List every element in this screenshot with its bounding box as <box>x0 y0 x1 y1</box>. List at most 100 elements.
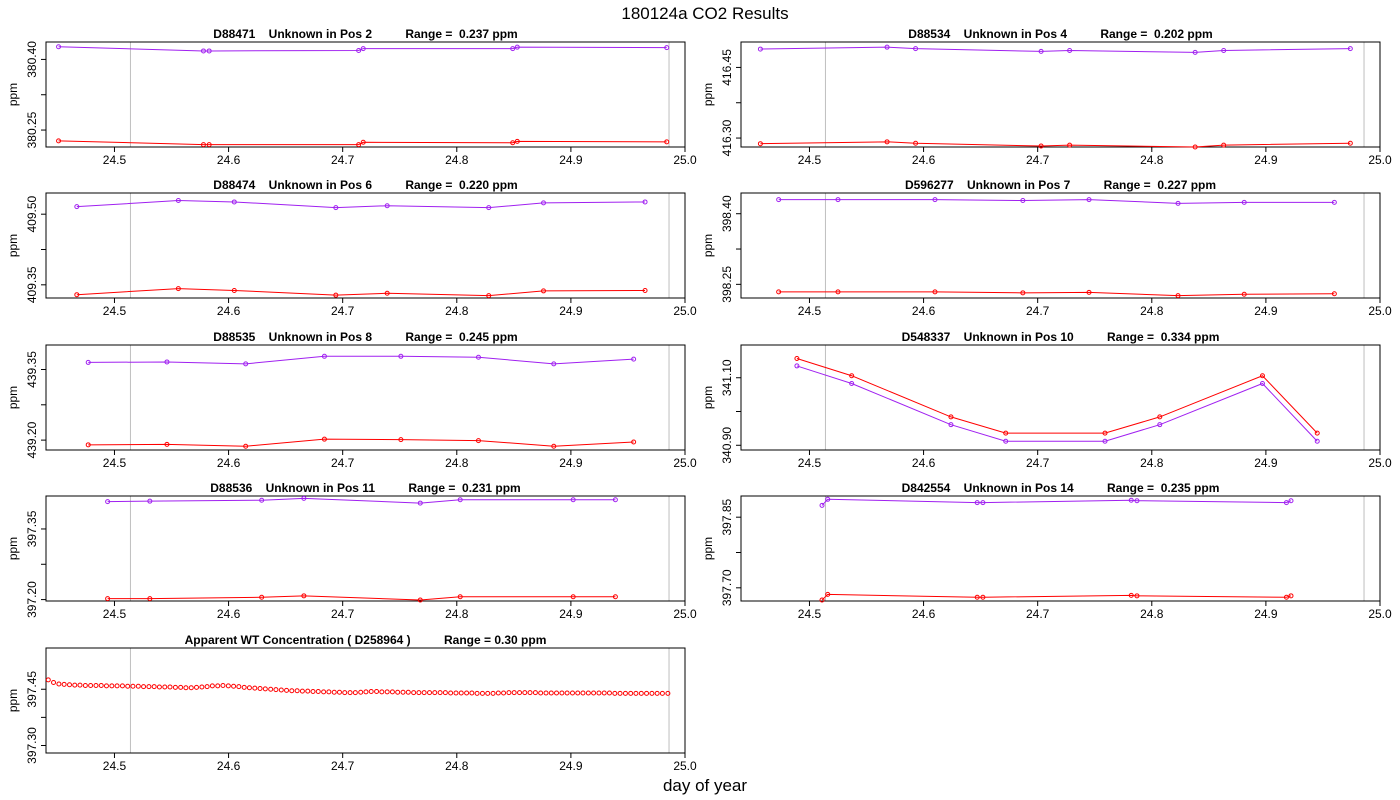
series-line-upper <box>778 199 1335 204</box>
series-line-upper <box>107 497 616 504</box>
y-tick-label: 380.40 <box>25 41 39 78</box>
data-point <box>1020 198 1026 204</box>
data-point <box>299 688 305 694</box>
data-point <box>559 690 565 696</box>
data-point <box>151 684 157 690</box>
x-tick-label: 24.9 <box>559 153 583 167</box>
data-point <box>490 690 496 696</box>
data-point <box>649 690 655 696</box>
data-point <box>1157 414 1163 420</box>
data-point <box>167 684 173 690</box>
data-point <box>835 289 841 295</box>
y-tick-label: 398.25 <box>720 266 734 303</box>
series-line-upper <box>76 200 646 209</box>
data-point <box>474 690 480 696</box>
x-tick-label: 24.9 <box>1254 304 1278 318</box>
x-tick-label: 24.7 <box>1026 456 1050 470</box>
data-point <box>486 205 492 211</box>
data-point <box>932 197 938 203</box>
data-point <box>395 689 401 695</box>
y-tick-label: 397.85 <box>720 499 734 536</box>
data-point <box>606 690 612 696</box>
y-tick-label: 397.70 <box>720 569 734 606</box>
x-tick-label: 24.7 <box>331 456 355 470</box>
x-tick-label: 24.8 <box>1140 607 1164 621</box>
data-point <box>246 685 252 691</box>
data-point <box>175 286 181 292</box>
panel-4: 24.5 24.6 24.7 24.8 24.9 25.0 398.25 398.40 ppm D… <box>701 178 1392 318</box>
data-point <box>72 682 78 688</box>
x-tick-label: 24.8 <box>1140 153 1164 167</box>
data-point <box>794 363 800 369</box>
data-point <box>56 681 62 687</box>
data-point <box>665 690 671 696</box>
x-tick-label: 24.8 <box>445 607 469 621</box>
data-point <box>135 683 141 689</box>
data-point <box>321 689 327 695</box>
data-point <box>884 44 890 50</box>
panel-6: 24.5 24.6 24.7 24.8 24.9 25.0 340.90 341.10 ppm D… <box>701 330 1392 470</box>
data-point <box>601 690 607 696</box>
data-point <box>1192 144 1198 150</box>
data-point <box>591 690 597 696</box>
data-point <box>1221 142 1227 148</box>
data-point <box>416 690 422 696</box>
data-point <box>51 680 57 685</box>
data-point <box>368 689 374 694</box>
series-line-upper <box>821 498 1292 506</box>
x-tick-label: 25.0 <box>1368 607 1392 621</box>
data-point <box>301 495 307 501</box>
data-point <box>384 290 390 296</box>
data-point <box>164 359 170 365</box>
panel-title: D88474 Unknown in Pos 6 Range = 0.220 pp… <box>213 178 517 192</box>
data-point <box>527 690 533 696</box>
data-point <box>259 497 265 503</box>
data-point <box>631 356 637 362</box>
data-point <box>514 44 520 50</box>
data-point <box>1347 46 1353 52</box>
data-point <box>352 690 358 696</box>
data-point <box>475 438 481 444</box>
y-axis-label: ppm <box>6 537 20 560</box>
data-point <box>257 686 263 691</box>
data-point <box>1003 438 1009 444</box>
series-line-upper <box>88 355 634 365</box>
series-line-lower <box>778 291 1335 297</box>
data-point <box>175 198 181 204</box>
x-tick-label: 25.0 <box>1368 153 1392 167</box>
data-point <box>321 436 327 442</box>
data-point <box>360 139 366 145</box>
data-point <box>1331 199 1337 205</box>
data-point <box>501 690 507 696</box>
x-tick-label: 24.9 <box>559 759 583 773</box>
data-point <box>776 197 782 203</box>
data-point <box>980 500 986 506</box>
data-point <box>147 596 153 602</box>
plot-frame <box>740 344 1381 451</box>
plot-frame <box>740 192 1381 299</box>
data-point <box>243 361 249 367</box>
data-point <box>835 197 841 203</box>
panel-9: 24.5 24.6 24.7 24.8 24.9 25.0 397.30 397.45 ppm A… <box>6 633 697 773</box>
y-axis-label: ppm <box>6 83 20 106</box>
x-tick-label: 24.7 <box>1026 304 1050 318</box>
panel-8: 24.5 24.6 24.7 24.8 24.9 25.0 397.70 397.85 ppm D… <box>701 481 1392 621</box>
data-point <box>147 498 153 504</box>
data-point <box>564 690 570 696</box>
y-tick-label: 340.90 <box>720 427 734 464</box>
data-point <box>638 690 644 696</box>
data-point <box>948 422 954 428</box>
data-point <box>114 683 120 689</box>
data-point <box>74 292 80 298</box>
data-point <box>1314 438 1320 444</box>
data-point <box>932 289 938 295</box>
data-point <box>241 684 247 690</box>
x-tick-label: 24.6 <box>912 607 936 621</box>
x-tick-label: 24.9 <box>559 304 583 318</box>
y-tick-label: 397.20 <box>25 581 39 618</box>
series-line-lower <box>58 140 667 146</box>
y-axis-label: ppm <box>6 386 20 409</box>
data-point <box>85 442 91 448</box>
data-point <box>220 683 226 688</box>
data-point <box>628 690 634 696</box>
